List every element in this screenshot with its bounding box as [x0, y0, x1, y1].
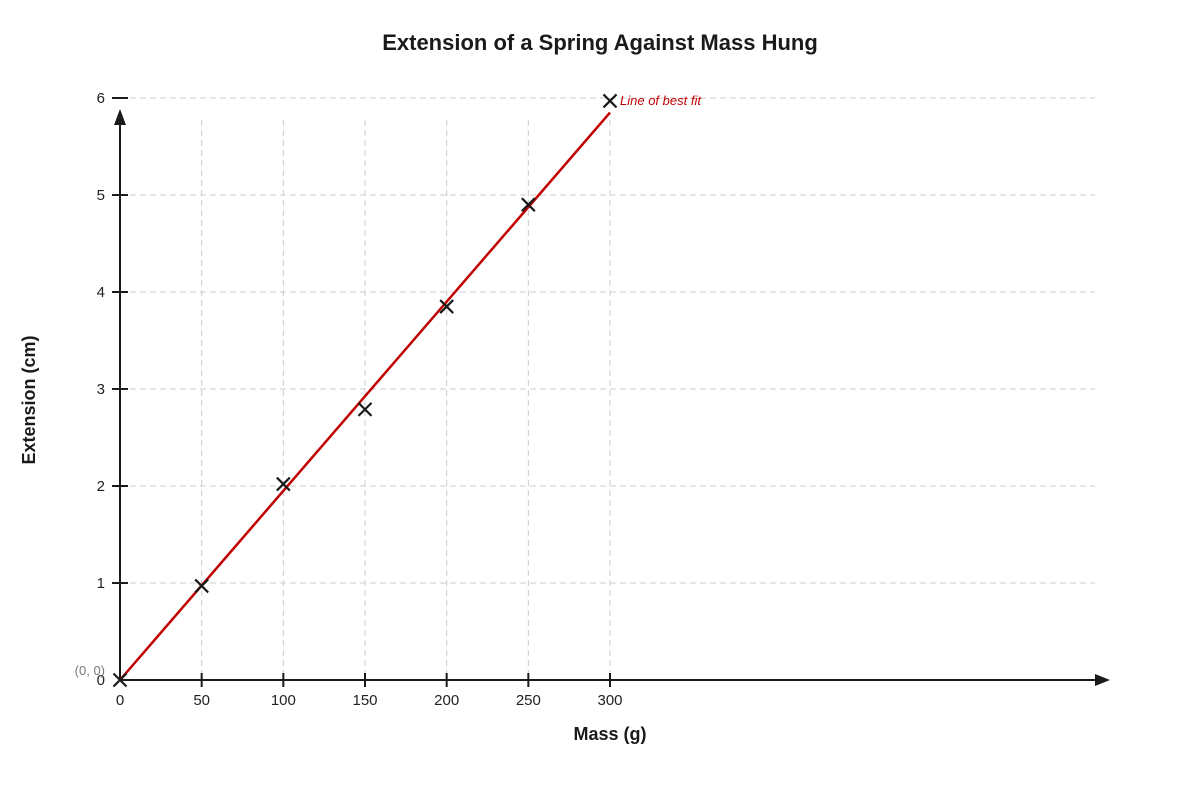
chart-title: Extension of a Spring Against Mass Hung: [382, 30, 818, 55]
x-tick-label: 50: [193, 692, 210, 709]
y-tick-label: 5: [97, 187, 105, 204]
origin-label: (0, 0): [75, 663, 105, 678]
best-fit-label: Line of best fit: [620, 93, 702, 108]
y-axis-arrow-icon: [114, 109, 126, 125]
data-point-x: [112, 672, 128, 688]
x-tick-label: 200: [434, 692, 459, 709]
data-point-x: [521, 197, 536, 212]
x-axis-arrow-icon: [1095, 674, 1110, 686]
data-point-x: [439, 299, 454, 314]
y-tick-label: 3: [97, 381, 105, 398]
y-tick-label: 0: [97, 672, 105, 689]
y-tick-label: 6: [97, 90, 105, 107]
data-point-x: [276, 476, 291, 492]
x-tick-label: 250: [516, 692, 541, 709]
grid: [120, 97, 1095, 680]
x-tick-label: 0: [116, 692, 124, 709]
x-tick-label: 150: [352, 692, 377, 709]
x-tick-label: 300: [597, 692, 622, 709]
data-point-x: [602, 93, 618, 109]
data-points: [112, 93, 618, 688]
y-tick-label: 1: [97, 575, 105, 592]
x-tick-label: 100: [271, 692, 296, 709]
y-tick-label: 2: [97, 478, 105, 495]
data-point-x: [357, 402, 373, 417]
y-tick-label: 4: [97, 284, 105, 301]
x-axis-label: Mass (g): [573, 724, 646, 744]
ticks: 0 50 100 150 200 250 300 0 1 2 3 4 5 6: [97, 90, 623, 709]
data-point-x: [194, 578, 209, 594]
axes: [114, 109, 1110, 686]
y-axis-label: Extension (cm): [19, 335, 39, 464]
